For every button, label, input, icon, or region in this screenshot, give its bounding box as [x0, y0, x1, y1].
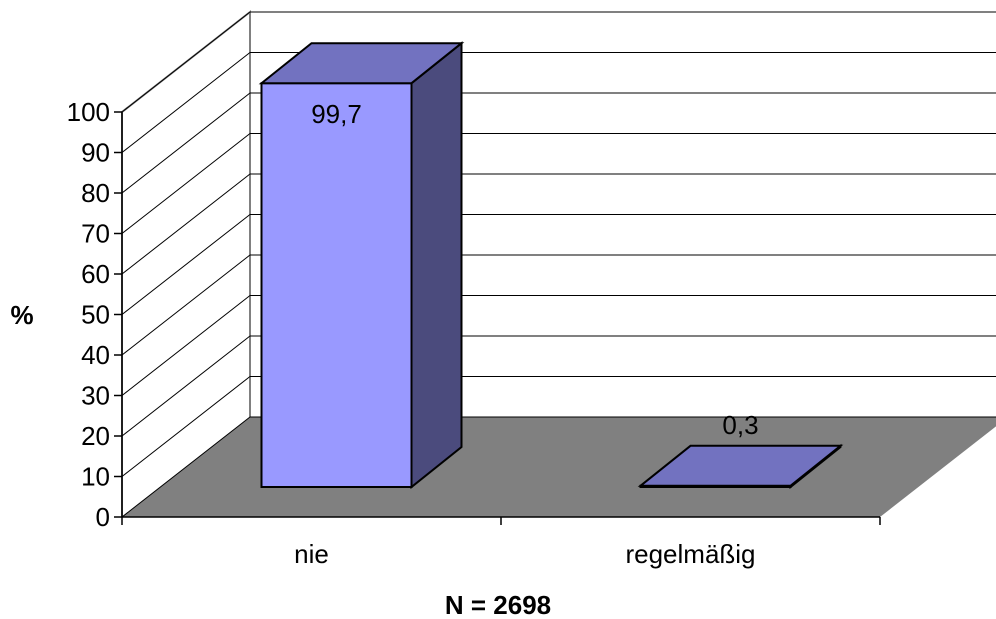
labels: 99,7 0,3 [311, 99, 758, 440]
y-tick-label: 80 [81, 178, 110, 208]
y-tick-label: 50 [81, 300, 110, 330]
gridline-side [121, 254, 251, 356]
bar-front-face [260, 82, 413, 488]
chart-floor [122, 417, 996, 517]
gridline-side [121, 295, 251, 396]
gridline-side [121, 214, 251, 315]
category-label: regelmäßig [625, 539, 755, 569]
y-tick-label: 90 [81, 138, 110, 168]
gridline-side [121, 52, 251, 153]
y-tick-label: 40 [81, 340, 110, 370]
bar-top-face [637, 444, 844, 487]
bar-top-face [258, 42, 465, 85]
gridline-side [121, 11, 251, 113]
bar-side-face [410, 41, 463, 490]
category-label: nie [294, 539, 329, 569]
gridline-side [121, 416, 251, 518]
data-label: 0,3 [722, 410, 758, 440]
y-tick-label: 100 [67, 97, 110, 127]
gridline-side [121, 133, 251, 234]
gridline-side [121, 173, 251, 275]
x-axis: nie regelmäßig [121, 516, 881, 569]
y-tick-label: 60 [81, 259, 110, 289]
y-axis-title: % [10, 300, 33, 330]
bars [258, 41, 844, 490]
y-tick-label: 30 [81, 381, 110, 411]
x-axis-title: N = 2698 [445, 590, 551, 619]
y-tick-label: 10 [81, 462, 110, 492]
gridline-side [121, 335, 251, 437]
data-label: 99,7 [311, 99, 362, 129]
y-axis: 0 10 20 30 40 50 60 70 80 90 100 [67, 97, 123, 532]
gridline-side [121, 92, 251, 194]
gridline-side [121, 376, 251, 477]
y-tick-label: 20 [81, 421, 110, 451]
y-tick-label: 70 [81, 219, 110, 249]
floor-plane [122, 417, 996, 517]
y-tick-label: 0 [96, 502, 110, 532]
